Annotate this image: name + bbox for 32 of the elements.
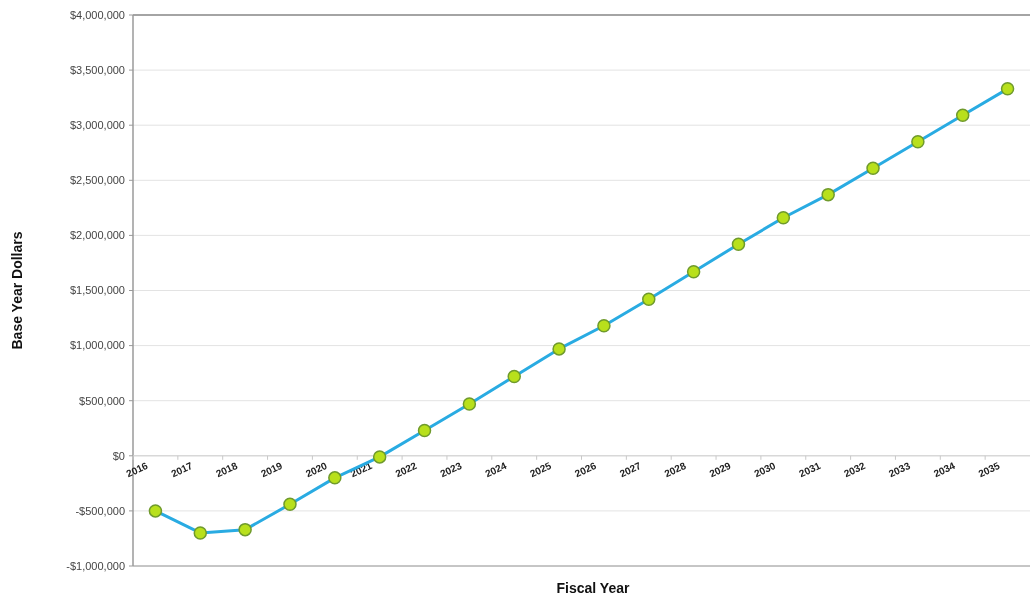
y-tick-label: $2,000,000 xyxy=(69,229,125,242)
y-tick-label: $1,000,000 xyxy=(69,339,125,352)
y-tick-label: $3,000,000 xyxy=(69,119,125,132)
y-axis-title: Base Year Dollars xyxy=(9,231,25,350)
x-tick-label: 2027 xyxy=(617,459,644,480)
x-tick-label: 2017 xyxy=(169,459,195,480)
x-tick-label: 2032 xyxy=(842,459,868,480)
x-tick-label: 2022 xyxy=(393,459,419,480)
y-tick-label: $0 xyxy=(112,449,125,462)
x-tick-label: 2019 xyxy=(259,459,285,480)
x-tick-label: 2029 xyxy=(707,459,733,480)
x-tick-label: 2035 xyxy=(976,459,1002,480)
x-axis-title: Fiscal Year xyxy=(556,580,630,596)
x-tick-label: 2016 xyxy=(124,459,150,480)
x-tick-label: 2028 xyxy=(662,459,688,480)
x-tick-label: 2034 xyxy=(931,459,958,480)
x-tick-label: 2018 xyxy=(214,459,240,480)
y-tick-label: $3,500,000 xyxy=(69,63,125,76)
y-tick-label: $500,000 xyxy=(79,394,125,407)
x-tick-label: 2024 xyxy=(483,459,509,480)
y-tick-label: $2,500,000 xyxy=(69,174,125,187)
x-tick-label: 2023 xyxy=(438,459,464,480)
y-tick-label: -$500,000 xyxy=(75,504,125,517)
y-tick-label: $1,500,000 xyxy=(69,284,125,297)
x-tick-label: 2030 xyxy=(752,459,778,480)
x-tick-label: 2031 xyxy=(797,459,823,480)
y-tick-label: $4,000,000 xyxy=(69,8,125,21)
x-tick-label: 2025 xyxy=(528,459,554,480)
y-tick-label: -$1,000,000 xyxy=(66,559,125,572)
x-tick-label: 2033 xyxy=(886,459,913,480)
x-tick-label: 2026 xyxy=(573,459,599,480)
x-tick-label: 2020 xyxy=(303,459,330,480)
